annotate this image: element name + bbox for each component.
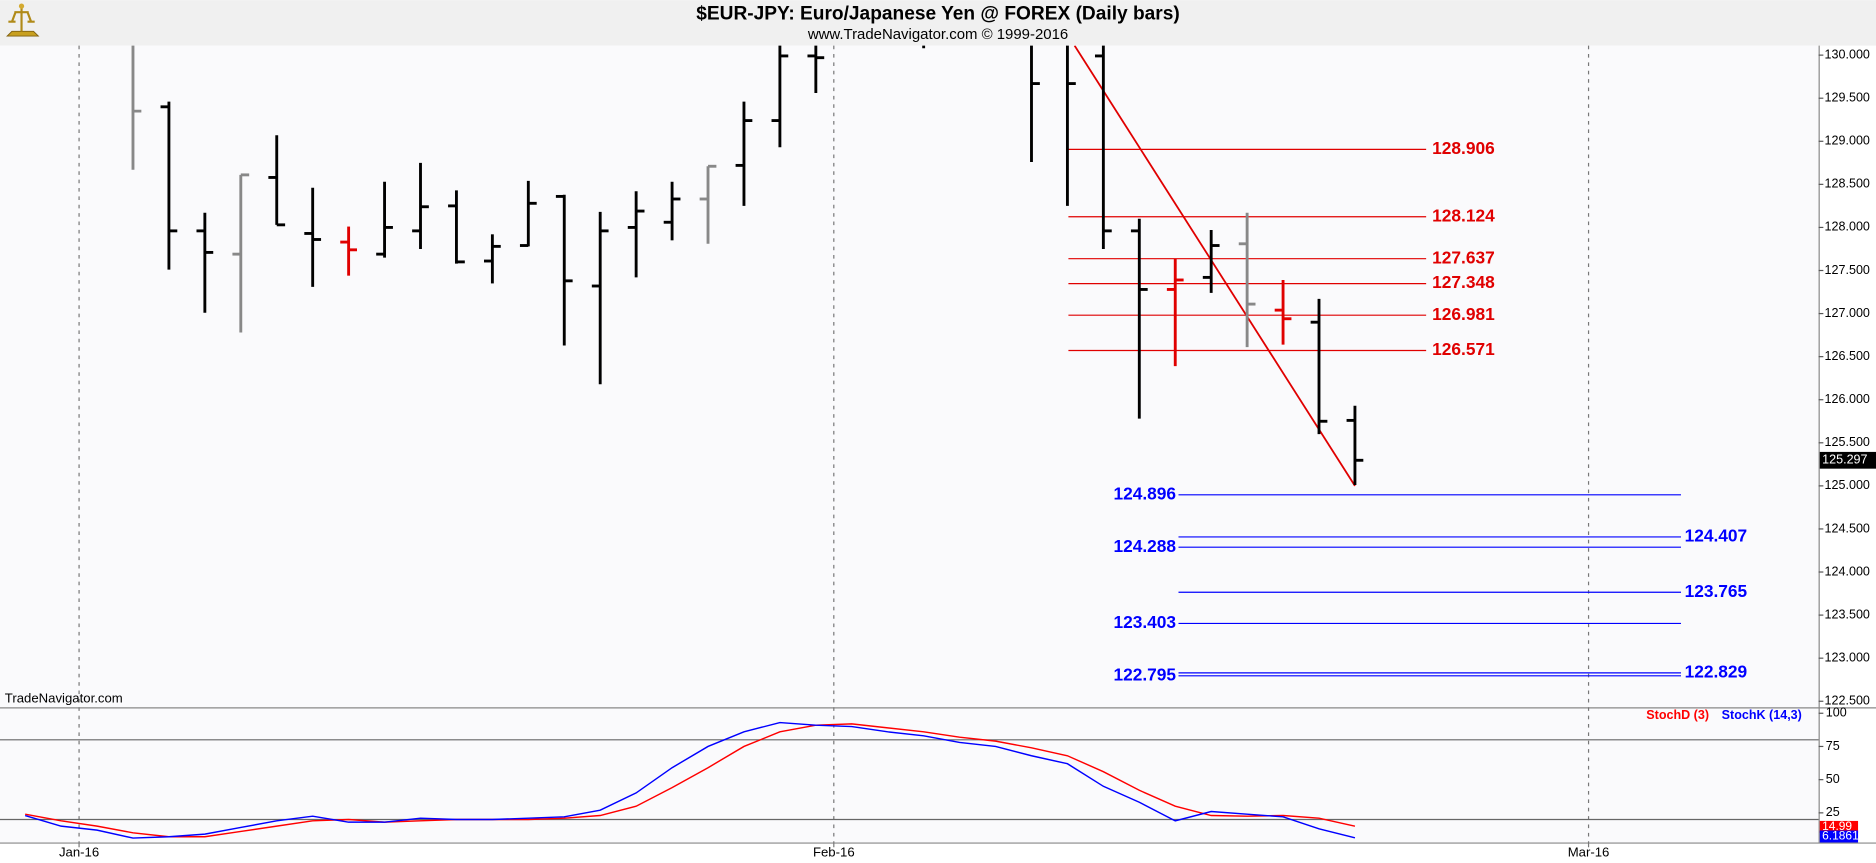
- projection-level-label: 123.403: [1113, 612, 1176, 632]
- projection-level-label: 123.765: [1685, 581, 1748, 601]
- last-price-box: [1819, 451, 1876, 469]
- projection-level-label: 124.288: [1113, 536, 1176, 556]
- y-tick-label: 125.500: [1825, 435, 1870, 449]
- header-band: [0, 0, 1876, 46]
- stoch-line: [24, 721, 1356, 839]
- stoch-last-label: 14.99: [1822, 819, 1852, 833]
- projection-level-label: 124.896: [1113, 483, 1176, 503]
- y-tick-label: 128.500: [1825, 177, 1870, 191]
- main-plot-background: [0, 45, 1819, 708]
- y-tick-label: 127.000: [1825, 306, 1870, 320]
- logo: [6, 3, 40, 37]
- y-tick-label: 123.500: [1825, 607, 1870, 621]
- fib-level-label: 126.981: [1432, 304, 1495, 324]
- stoch-tick-label: 50: [1826, 772, 1840, 786]
- y-tick-label: 129.500: [1825, 91, 1870, 105]
- chart-subtitle: www.TradeNavigator.com © 1999-2016: [807, 26, 1068, 43]
- y-tick-label: 124.000: [1825, 564, 1870, 578]
- y-tick-label: 123.000: [1825, 650, 1870, 664]
- last-price-label: 125.297: [1822, 453, 1867, 467]
- y-tick-label: 128.000: [1825, 220, 1870, 234]
- stoch-plot: [24, 721, 1356, 839]
- stoch-tick-label: 100: [1826, 706, 1847, 720]
- legend-entry: StochD (3): [1646, 708, 1709, 722]
- y-tick-label: 125.000: [1825, 478, 1870, 492]
- y-tick-label: 127.500: [1825, 263, 1870, 277]
- trendline: [1073, 45, 1356, 487]
- fib-level-label: 128.124: [1432, 205, 1495, 225]
- fib-level-label: 127.348: [1432, 272, 1495, 292]
- chart-title: $EUR-JPY: Euro/Japanese Yen @ FOREX (Dai…: [696, 4, 1179, 25]
- watermark: TradeNavigator.com: [5, 690, 123, 705]
- stoch-tick-label: 25: [1826, 805, 1840, 819]
- x-tick-label: Jan-16: [59, 845, 99, 860]
- stoch-plot-background: [0, 708, 1819, 843]
- x-tick-label: Feb-16: [813, 845, 855, 860]
- stoch-last-label: 6.1861: [1822, 829, 1859, 843]
- projection-level-label: 122.829: [1685, 661, 1748, 681]
- stoch-tick-label: 75: [1826, 739, 1840, 753]
- stoch-last-box: [1819, 830, 1859, 843]
- stoch-line: [25, 723, 1356, 838]
- fib-level-label: 127.637: [1432, 247, 1495, 267]
- x-tick-label: Mar-16: [1568, 845, 1610, 860]
- fib-level-label: 128.906: [1432, 138, 1495, 158]
- legend-entry: StochK (14,3): [1722, 708, 1802, 722]
- projection-level-label: 122.795: [1113, 664, 1176, 684]
- y-tick-label: 126.500: [1825, 349, 1870, 363]
- y-tick-label: 122.500: [1825, 694, 1870, 708]
- y-tick-label: 129.000: [1825, 134, 1870, 148]
- fib-level-label: 126.571: [1432, 339, 1495, 359]
- stoch-last-box: [1819, 820, 1859, 833]
- projection-level-label: 124.407: [1685, 526, 1748, 546]
- main-plot: 128.906 128.124 127.637 127.348 126.981 126.5…: [131, 45, 1748, 684]
- y-tick-label: 126.000: [1825, 392, 1870, 406]
- y-tick-label: 130.000: [1825, 47, 1870, 61]
- y-tick-label: 124.500: [1825, 521, 1870, 535]
